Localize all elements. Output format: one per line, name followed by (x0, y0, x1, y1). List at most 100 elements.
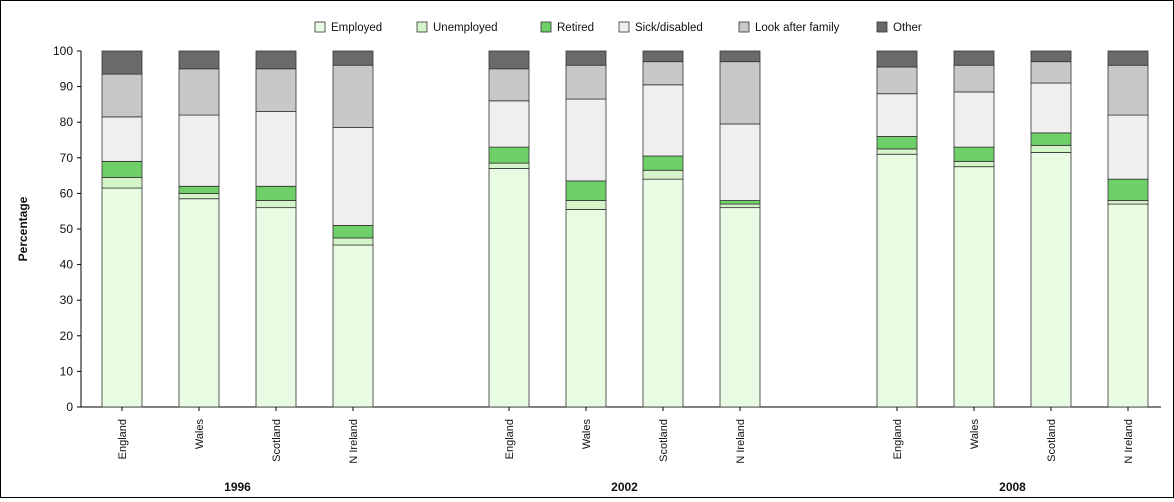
bar-stack (953, 50, 995, 408)
legend-swatch (416, 21, 428, 33)
y-tick-label: 80 (60, 115, 74, 129)
legend-item: Other (876, 21, 922, 34)
bar-stack (1030, 50, 1072, 408)
x-category-label: Scotland (271, 419, 283, 462)
legend: Employed Unemployed Retired Sick/disabled Lo… (314, 21, 922, 34)
x-category-label: N Ireland (735, 419, 747, 464)
bar-segment-retired (565, 180, 607, 201)
bar-segment-employed (565, 209, 607, 408)
y-tick-label: 10 (60, 364, 74, 378)
x-category-label: N Ireland (348, 419, 360, 464)
bar-segment-unemployed (1107, 200, 1149, 205)
x-group-label: 2008 (999, 480, 1026, 494)
bar-segment-retired (332, 225, 374, 239)
bar-segment-other (1030, 50, 1072, 63)
legend-label: Unemployed (433, 22, 498, 34)
y-tick-label: 90 (60, 80, 74, 94)
bar-segment-unemployed (101, 176, 143, 189)
legend-swatch (876, 21, 888, 33)
y-tick-label: 30 (60, 293, 74, 307)
bar-segment-unemployed (332, 237, 374, 246)
bar-segment-other (642, 50, 684, 63)
bar-segment-look-after-family (101, 73, 143, 118)
bar-segment-retired (255, 185, 297, 201)
bar-segment-sick-disabled (953, 91, 995, 148)
x-category-label: N Ireland (1123, 419, 1135, 464)
bar-segment-sick-disabled (1030, 82, 1072, 134)
bar-segment-sick-disabled (178, 114, 220, 187)
bar-segment-look-after-family (488, 68, 530, 102)
bar-segment-look-after-family (1030, 61, 1072, 84)
bar-segment-sick-disabled (488, 100, 530, 148)
legend-item: Sick/disabled (618, 21, 703, 34)
bar-segment-sick-disabled (642, 84, 684, 157)
bar-segment-other (1107, 50, 1149, 66)
legend-item: Look after family (738, 21, 840, 34)
x-category-label: Wales (969, 419, 981, 450)
bar-segment-retired (488, 146, 530, 164)
bar-segment-look-after-family (642, 61, 684, 86)
bar-segment-employed (178, 198, 220, 408)
bar-segment-sick-disabled (565, 98, 607, 182)
legend-swatch (314, 21, 326, 33)
bar-segment-unemployed (488, 162, 530, 169)
bar-segment-employed (876, 153, 918, 408)
bar-segment-retired (876, 136, 918, 150)
bar-segment-other (719, 50, 761, 63)
bar-segment-unemployed (953, 160, 995, 168)
bar-segment-unemployed (255, 200, 297, 209)
y-tick-label: 60 (60, 186, 74, 200)
bar-segment-retired (719, 200, 761, 205)
x-category-label: Scotland (1046, 419, 1058, 462)
y-axis-title: Percentage (16, 196, 30, 261)
bar-segment-unemployed (876, 148, 918, 155)
bar-segment-look-after-family (332, 64, 374, 128)
bar-segment-unemployed (565, 200, 607, 210)
legend-label: Look after family (755, 22, 840, 34)
bar-stack (488, 50, 530, 408)
bar-segment-other (488, 50, 530, 70)
x-group-label: 1996 (224, 480, 251, 494)
bar-stack (565, 50, 607, 408)
bar-segment-look-after-family (719, 61, 761, 125)
bar-segment-employed (255, 207, 297, 408)
y-tick-label: 100 (53, 44, 73, 58)
bar-segment-sick-disabled (255, 111, 297, 187)
bar-stack (1107, 50, 1149, 408)
bar-segment-other (101, 50, 143, 75)
bar-segment-retired (953, 146, 995, 162)
bar-segment-employed (488, 168, 530, 408)
legend-label: Sick/disabled (635, 22, 703, 34)
bar-stack (332, 50, 374, 408)
bar-segment-sick-disabled (876, 93, 918, 137)
bar-segment-sick-disabled (101, 116, 143, 162)
y-tick-label: 0 (66, 400, 73, 414)
legend-item: Unemployed (416, 21, 498, 34)
x-category-label: Wales (194, 419, 206, 450)
bar-segment-unemployed (719, 203, 761, 209)
bar-stack (876, 50, 918, 408)
y-tick-label: 20 (60, 329, 74, 343)
x-category-label: England (117, 419, 129, 459)
bar-stack (101, 50, 143, 408)
bar-segment-unemployed (642, 169, 684, 180)
bar-segment-sick-disabled (1107, 114, 1149, 180)
bar-segment-retired (101, 160, 143, 178)
x-category-label: Scotland (658, 419, 670, 462)
legend-label: Other (893, 22, 922, 34)
legend-item: Retired (540, 21, 594, 34)
legend-item: Employed (314, 21, 382, 34)
bar-segment-look-after-family (255, 68, 297, 112)
y-tick-label: 40 (60, 258, 74, 272)
bar-segment-retired (178, 185, 220, 194)
bar-segment-employed (953, 166, 995, 408)
x-group-label: 2002 (611, 480, 638, 494)
bar-segment-retired (642, 155, 684, 171)
bar-segment-look-after-family (565, 64, 607, 100)
bar-segment-other (255, 50, 297, 70)
bar-stack (642, 50, 684, 408)
bar-segment-employed (1030, 152, 1072, 408)
bar-segment-employed (1107, 203, 1149, 408)
